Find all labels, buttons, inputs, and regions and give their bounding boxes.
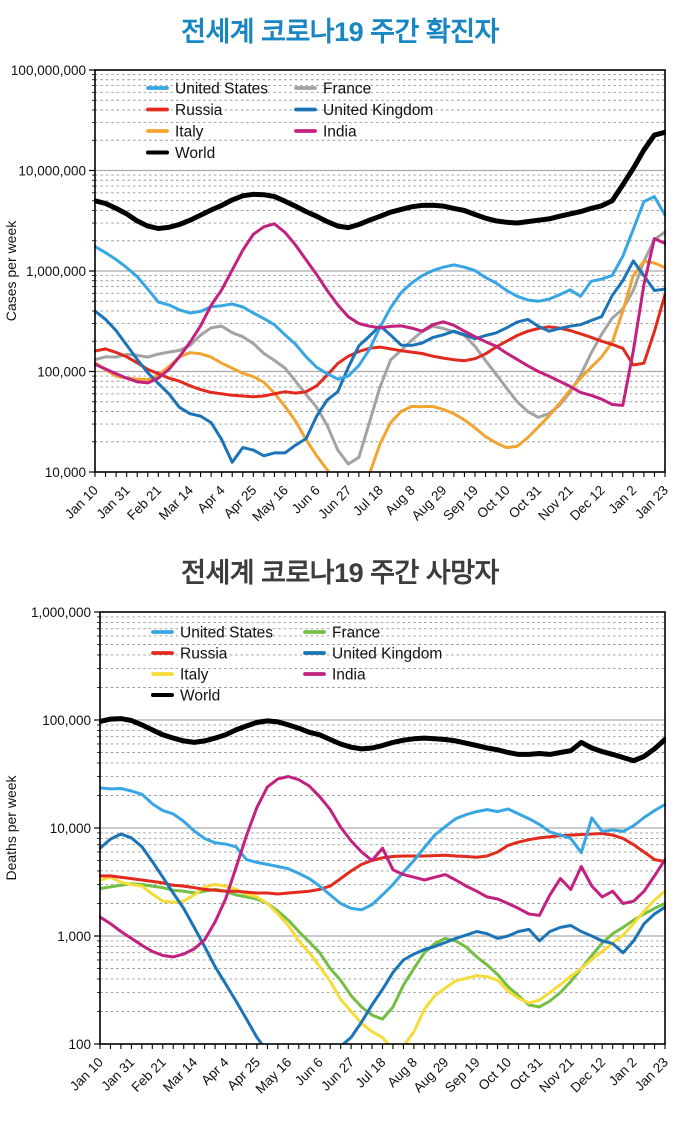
y-tick-label: 10,000 — [45, 465, 86, 480]
x-tick-label: Jun 27 — [315, 483, 354, 522]
x-tick-label: Jan 23 — [632, 483, 671, 522]
x-tick-label: Jun 27 — [318, 1055, 357, 1094]
legend-label: Russia — [175, 102, 223, 119]
legend-label: Russia — [180, 646, 228, 663]
line-world — [99, 716, 666, 764]
line-russia — [99, 832, 666, 896]
legend-label: United Kingdom — [332, 646, 442, 663]
legend-label: World — [180, 688, 220, 705]
legend-label: France — [332, 625, 380, 642]
legend-label: United States — [180, 625, 273, 642]
legend: United States Russia Italy World France Unite… — [151, 625, 442, 705]
cases-chart: 10,000 100,000 1,000,000 10,000,000 100,000,… — [3, 63, 671, 525]
line-united-kingdom — [94, 259, 666, 464]
deaths-chart: 100 1,000 10,000 100,000 1,000,000 Jan 10 Jan … — [3, 605, 671, 1097]
y-tick-label: 1,000 — [57, 929, 91, 944]
line-italy — [94, 259, 666, 472]
y-tick-label: 100,000,000 — [11, 63, 86, 78]
line-united-states — [99, 786, 666, 912]
line-italy — [99, 875, 666, 1044]
x-tick-label: Aug 29 — [409, 483, 450, 524]
x-tick-label: Jan 23 — [632, 1055, 671, 1094]
series-lines — [99, 716, 666, 1044]
y-tick-label: 1,000,000 — [26, 264, 86, 279]
x-tick-label: Oct 10 — [475, 1055, 514, 1094]
line-world — [94, 129, 666, 231]
legend: United States Russia Italy World France Unite… — [146, 81, 433, 162]
x-tick-label: Feb 21 — [129, 1055, 169, 1095]
legend-label: Italy — [175, 124, 204, 141]
x-tick-label: Nov 21 — [535, 483, 576, 524]
plot-border — [99, 611, 666, 1045]
y-tick-label: 1,000,000 — [31, 605, 91, 620]
line-united-kingdom — [99, 832, 666, 1044]
legend-label: India — [323, 124, 357, 141]
x-tick-label: Jul 18 — [350, 483, 386, 519]
x-tick-label: Jan 10 — [62, 483, 101, 522]
x-tick-label: Oct 10 — [474, 483, 513, 522]
x-tick-label: Feb 21 — [124, 483, 164, 523]
x-tick-label: May 16 — [253, 1055, 295, 1097]
x-tick-label: Dec 12 — [567, 483, 608, 524]
gridlines — [95, 74, 665, 443]
line-france — [99, 882, 666, 1021]
line-india — [99, 775, 666, 959]
line-russia — [94, 293, 666, 399]
y-axis-title: Deaths per week — [3, 774, 19, 880]
x-tick-label: Sep 19 — [442, 1055, 483, 1096]
y-axis-title: Cases per week — [3, 220, 19, 321]
cases-chart-title: 전세계 코로나19 주간 확진자 — [181, 17, 499, 47]
legend-label: United Kingdom — [323, 102, 433, 119]
gridlines — [100, 616, 665, 1012]
x-tick-label: Jul 18 — [353, 1055, 389, 1091]
y-tick-label: 100,000 — [37, 364, 86, 379]
legend-label: India — [332, 667, 366, 684]
series-lines — [94, 129, 666, 472]
legend-label: Italy — [180, 667, 209, 684]
deaths-chart-title: 전세계 코로나19 주간 사망자 — [181, 558, 499, 588]
x-tick-label: May 16 — [249, 483, 291, 525]
legend-label: United States — [175, 81, 268, 98]
y-tick-label: 10,000,000 — [18, 163, 86, 178]
x-tick-label: Mar 14 — [160, 1054, 201, 1095]
legend-label: France — [323, 81, 371, 98]
y-tick-label: 100,000 — [42, 713, 91, 728]
x-tick-label: Sep 19 — [440, 483, 481, 524]
x-tick-label: Jan 10 — [67, 1055, 106, 1094]
y-tick-label: 100 — [68, 1037, 91, 1052]
line-india — [94, 222, 666, 407]
legend-label: World — [175, 145, 215, 162]
plot-border — [94, 69, 666, 473]
x-tick-label: Dec 12 — [567, 1055, 608, 1096]
x-tick-label: Mar 14 — [156, 482, 197, 523]
y-tick-label: 10,000 — [50, 821, 91, 836]
